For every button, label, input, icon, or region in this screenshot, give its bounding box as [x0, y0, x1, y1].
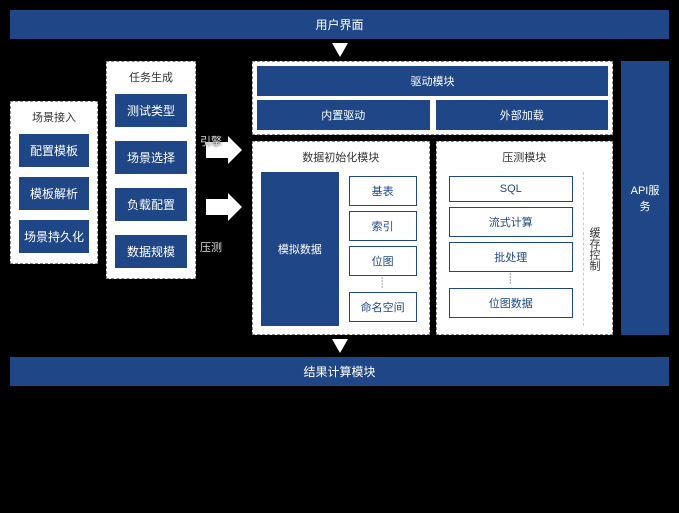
scene-access-title: 场景接入 [15, 106, 93, 128]
bottom-bar: 结果计算模块 [10, 357, 669, 386]
ellipsis-icon: ┊ [449, 277, 574, 283]
scene-item: 模板解析 [19, 177, 89, 210]
arrow-col: 引擎 压测 [204, 61, 244, 335]
center-col: 驱动模块 内置驱动 外部加载 数据初始化模块 模拟数据 基表 索引 位图 ┊ 命… [252, 61, 613, 335]
arrow-down-icon [332, 339, 348, 353]
scene-access-panel: 场景接入 配置模板 模板解析 场景持久化 [10, 101, 98, 264]
task-gen-panel: 任务生成 测试类型 场景选择 负载配置 数据规模 [106, 61, 196, 279]
stress-right: 缓存控制 [583, 172, 604, 326]
task-gen-col: 任务生成 测试类型 场景选择 负载配置 数据规模 [106, 61, 196, 335]
stress-item: 流式计算 [449, 207, 574, 237]
arrow-label-bottom: 压测 [200, 239, 222, 255]
stress-item: 批处理 [449, 242, 574, 272]
task-item: 测试类型 [115, 94, 187, 127]
scene-item: 配置模板 [19, 134, 89, 167]
arrow-down-icon [332, 43, 348, 57]
top-bar: 用户界面 [10, 10, 669, 39]
data-init-item: 位图 [349, 246, 417, 276]
api-box: API服务 [621, 61, 669, 335]
api-col: API服务 [621, 61, 669, 335]
arrow-right-icon [204, 192, 244, 222]
stress-panel: 压测模块 SQL 流式计算 批处理 ┊ 位图数据 缓存控制 [436, 141, 614, 335]
scene-item: 场景持久化 [19, 220, 89, 253]
ellipsis-icon: ┊ [349, 281, 417, 287]
stress-title: 压测模块 [441, 146, 609, 168]
data-init-panel: 数据初始化模块 模拟数据 基表 索引 位图 ┊ 命名空间 [252, 141, 430, 335]
stress-item: SQL [449, 176, 574, 202]
stress-item: 位图数据 [449, 288, 574, 318]
data-init-left: 模拟数据 [261, 172, 339, 326]
driver-panel: 驱动模块 内置驱动 外部加载 [252, 61, 613, 135]
task-item: 场景选择 [115, 141, 187, 174]
data-init-item: 基表 [349, 176, 417, 206]
driver-title: 驱动模块 [257, 66, 608, 96]
driver-left: 内置驱动 [257, 100, 430, 130]
task-gen-title: 任务生成 [111, 66, 191, 88]
task-item: 负载配置 [115, 188, 187, 221]
scene-access-col: 场景接入 配置模板 模板解析 场景持久化 [10, 101, 98, 335]
arrow-label-top: 引擎 [200, 133, 222, 149]
data-init-title: 数据初始化模块 [257, 146, 425, 168]
task-item: 数据规模 [115, 235, 187, 268]
main-row: 场景接入 配置模板 模板解析 场景持久化 任务生成 测试类型 场景选择 负载配置… [10, 61, 669, 335]
data-init-item: 命名空间 [349, 292, 417, 322]
driver-right: 外部加载 [436, 100, 609, 130]
data-init-item: 索引 [349, 211, 417, 241]
